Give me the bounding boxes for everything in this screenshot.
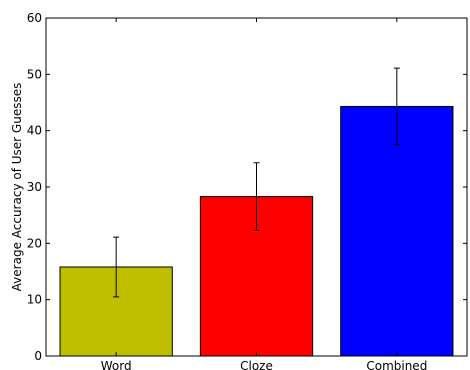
y-tick-label: 50 — [27, 67, 42, 81]
y-tick-label: 30 — [27, 180, 42, 194]
y-tick-label: 20 — [27, 236, 42, 250]
plot-area: Word Cloze Combined 0 10 20 30 40 50 60 — [27, 11, 468, 370]
y-tick-label: 0 — [34, 349, 42, 363]
y-tick-label: 60 — [27, 11, 42, 25]
x-tick-label: Word — [101, 359, 132, 370]
x-tick-label: Cloze — [240, 359, 273, 370]
x-tick-label: Combined — [366, 359, 427, 370]
y-tick-label: 40 — [27, 124, 42, 138]
y-axis-label: Average Accuracy of User Guesses — [10, 83, 24, 292]
y-tick-label: 10 — [27, 293, 42, 307]
plot-frame — [45, 17, 468, 357]
